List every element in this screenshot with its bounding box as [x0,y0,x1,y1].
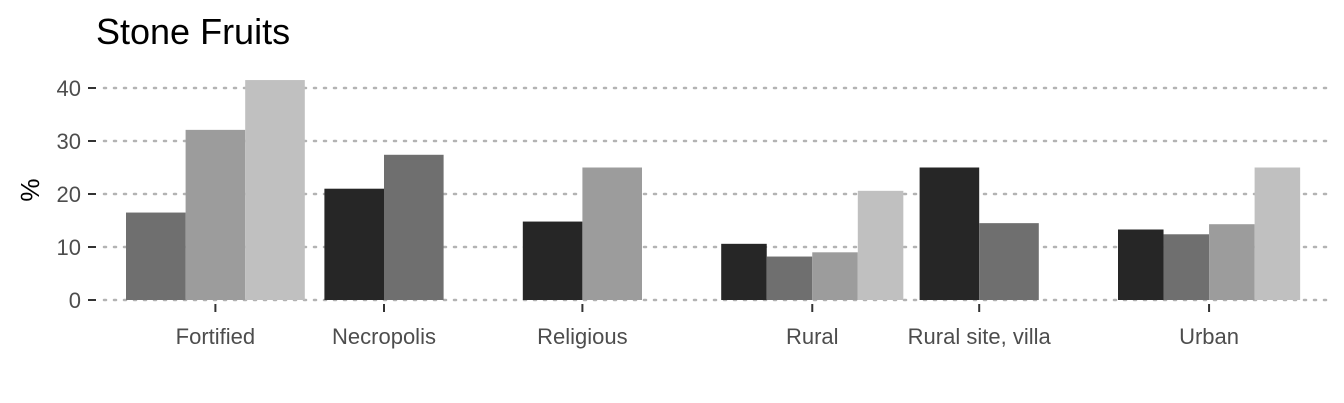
y-tick-label: 40 [57,76,81,101]
bar [245,80,305,300]
bar [766,256,813,300]
bar [1118,229,1164,300]
y-tick-label: 30 [57,129,81,154]
bar-group-0 [126,80,305,300]
bar [721,243,767,300]
bar-group-2 [522,167,642,300]
x-tick-label: Rural [786,324,839,349]
bar [857,190,904,300]
x-tick-label: Fortified [176,324,255,349]
y-axis: 0 10 20 30 40 [57,76,96,313]
bar [812,252,858,300]
bar [522,221,583,300]
bar [1163,234,1210,300]
x-tick-label: Religious [537,324,628,349]
bar-group-3 [721,190,904,300]
bar-group-4 [919,167,1039,300]
x-axis: Fortified Necropolis Religious Rural Rural s… [176,304,1239,349]
bar [126,212,186,300]
bar [324,188,384,300]
bars [126,80,1301,300]
bar [919,167,980,300]
x-tick-label: Urban [1179,324,1239,349]
bar [582,167,642,300]
bar [384,154,444,300]
x-tick-label: Rural site, villa [908,324,1052,349]
y-tick-label: 0 [69,288,81,313]
bar [185,129,246,300]
chart-title: Stone Fruits [96,11,290,52]
bar [1254,167,1301,300]
y-tick-label: 20 [57,182,81,207]
bar [979,223,1039,300]
bar [1209,224,1255,300]
x-tick-label: Necropolis [332,324,436,349]
bar-group-5 [1118,167,1301,300]
y-tick-label: 10 [57,235,81,260]
bar-group-1 [324,154,444,300]
y-axis-label: % [15,178,45,201]
